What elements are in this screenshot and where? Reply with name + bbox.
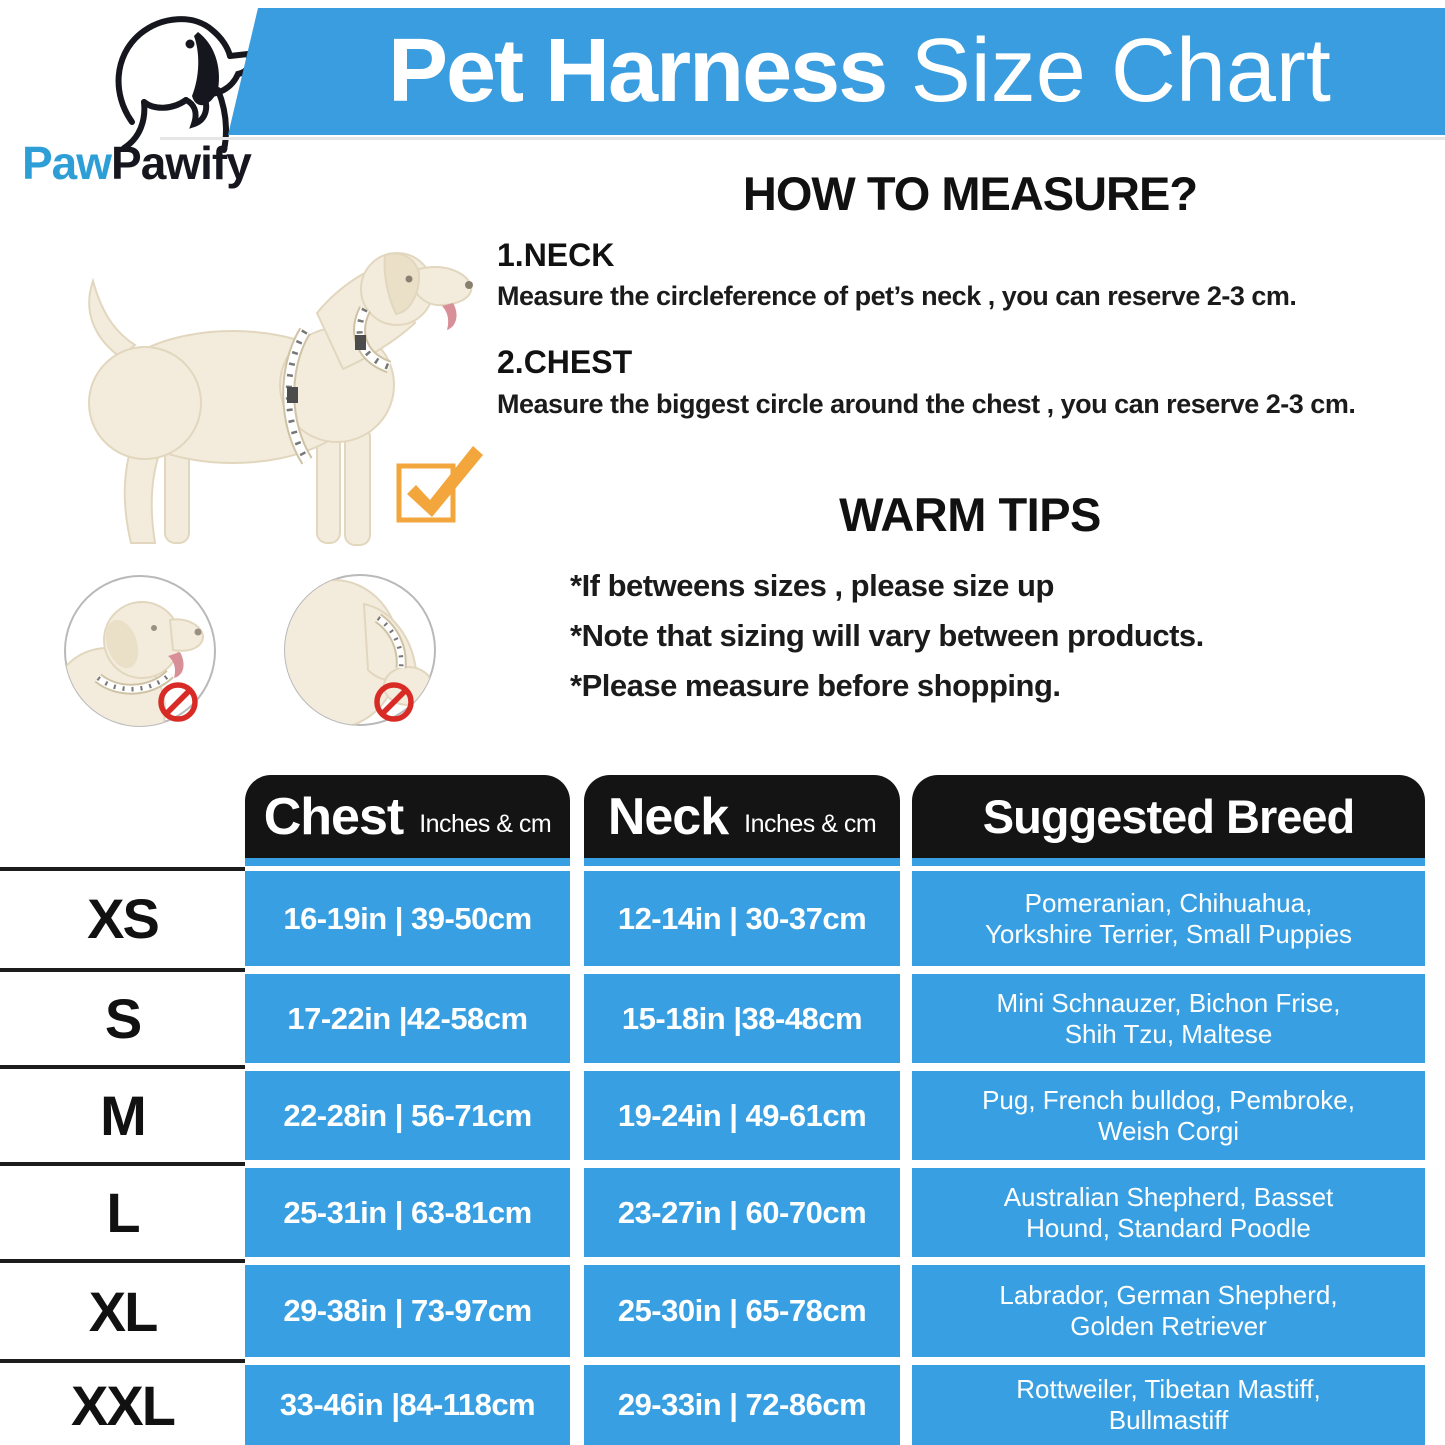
chest-cell-xxl: 33-46in |84-118cm (245, 1365, 570, 1445)
chest-header-units: Inches & cm (419, 810, 552, 838)
chest-header-label: Chest (263, 787, 404, 846)
neck-cell-s: 15-18in |38-48cm (584, 974, 900, 1063)
breed-cell-m: Pug, French bulldog, Pembroke, Weish Cor… (912, 1071, 1425, 1160)
brand-name-paw: Paw (22, 137, 112, 189)
warm-tips-heading: WARM TIPS (839, 488, 1101, 541)
breed-cell-l: Australian Shepherd, Basset Hound, Stand… (912, 1168, 1425, 1257)
brand-name: PawPawify (22, 136, 252, 190)
page-title-light: Size Chart (910, 21, 1331, 121)
breed-cell-s: Mini Schnauzer, Bichon Frise, Shih Tzu, … (912, 974, 1425, 1063)
warm-tip-1: *If betweens sizes , please size up (570, 568, 1054, 603)
row-divider (0, 1259, 245, 1263)
measure-step-chest-text: Measure the biggest circle around the ch… (497, 389, 1356, 419)
wrong-neck-position-icon (284, 574, 436, 726)
size-label-xxl: XXL (71, 1373, 176, 1437)
size-label-xs: XS (87, 887, 160, 950)
how-to-measure-heading: HOW TO MEASURE? (742, 167, 1198, 220)
neck-cell-l: 23-27in | 60-70cm (584, 1168, 900, 1257)
size-label-l: L (106, 1181, 140, 1244)
neck-cell-xxl: 29-33in | 72-86cm (584, 1365, 900, 1445)
header-underline-stripe (584, 858, 900, 866)
breed-cell-xxl: Rottweiler, Tibetan Mastiff, Bullmastiff (912, 1365, 1425, 1445)
correct-checkmark-icon (396, 446, 483, 523)
warm-tip-2: *Note that sizing will vary between prod… (570, 618, 1204, 653)
measure-step-neck-text: Measure the circleference of pet’s neck … (497, 281, 1297, 311)
row-divider (0, 867, 245, 871)
page-title: Pet Harness Size Chart (228, 20, 1331, 123)
neck-cell-m: 19-24in | 49-61cm (584, 1071, 900, 1160)
chest-cell-m: 22-28in | 56-71cm (245, 1071, 570, 1160)
neck-cell-xs: 12-14in | 30-37cm (584, 871, 900, 966)
banner-shadow (160, 137, 1445, 140)
warm-tip-3: *Please measure before shopping. (570, 668, 1061, 703)
brand-dog-head-icon (115, 16, 253, 153)
chest-cell-l: 25-31in | 63-81cm (245, 1168, 570, 1257)
breed-cell-xl: Labrador, German Shepherd, Golden Retrie… (912, 1265, 1425, 1357)
neck-column-header: Neck Inches & cm (584, 775, 900, 858)
row-divider (0, 1065, 245, 1069)
size-label-column: XS S M L XL XXL (0, 858, 245, 1445)
size-label-m: M (100, 1084, 147, 1147)
breed-column-header: Suggested Breed (912, 775, 1425, 858)
measure-step-neck-label: 1.NECK (497, 237, 615, 273)
header-underline-stripe (912, 858, 1425, 866)
breed-cell-xs: Pomeranian, Chihuahua, Yorkshire Terrier… (912, 871, 1425, 966)
size-label-s: S (104, 987, 142, 1050)
neck-header-units: Inches & cm (744, 810, 877, 838)
chest-cell-xl: 29-38in | 73-97cm (245, 1265, 570, 1357)
chest-column-header: Chest Inches & cm (245, 775, 570, 858)
row-divider (0, 1359, 245, 1363)
page-title-bold: Pet Harness (388, 21, 888, 121)
wrong-neck-measure-icon (64, 575, 216, 727)
row-divider (0, 1162, 245, 1166)
brand-name-rest: Pawify (111, 137, 252, 189)
chest-cell-xs: 16-19in | 39-50cm (245, 871, 570, 966)
dog-measuring-illustration (88, 252, 473, 546)
neck-cell-xl: 25-30in | 65-78cm (584, 1265, 900, 1357)
measure-step-chest-label: 2.CHEST (497, 344, 633, 380)
neck-header-label: Neck (607, 787, 729, 846)
chest-cell-s: 17-22in |42-58cm (245, 974, 570, 1063)
header-underline-stripe (245, 858, 570, 866)
row-divider (0, 968, 245, 972)
title-banner: Pet Harness Size Chart (228, 8, 1445, 135)
size-label-xl: XL (88, 1279, 159, 1343)
breed-header-label: Suggested Breed (982, 790, 1356, 843)
neck-column: 12-14in | 30-37cm 15-18in |38-48cm 19-24… (584, 858, 900, 1445)
chest-column: 16-19in | 39-50cm 17-22in |42-58cm 22-28… (245, 858, 570, 1445)
breed-column: Pomeranian, Chihuahua, Yorkshire Terrier… (912, 858, 1425, 1445)
